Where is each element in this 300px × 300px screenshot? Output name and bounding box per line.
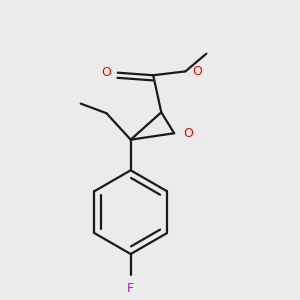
Text: F: F [127,282,134,295]
Text: O: O [193,65,202,78]
Text: O: O [101,66,111,79]
Text: O: O [183,127,193,140]
